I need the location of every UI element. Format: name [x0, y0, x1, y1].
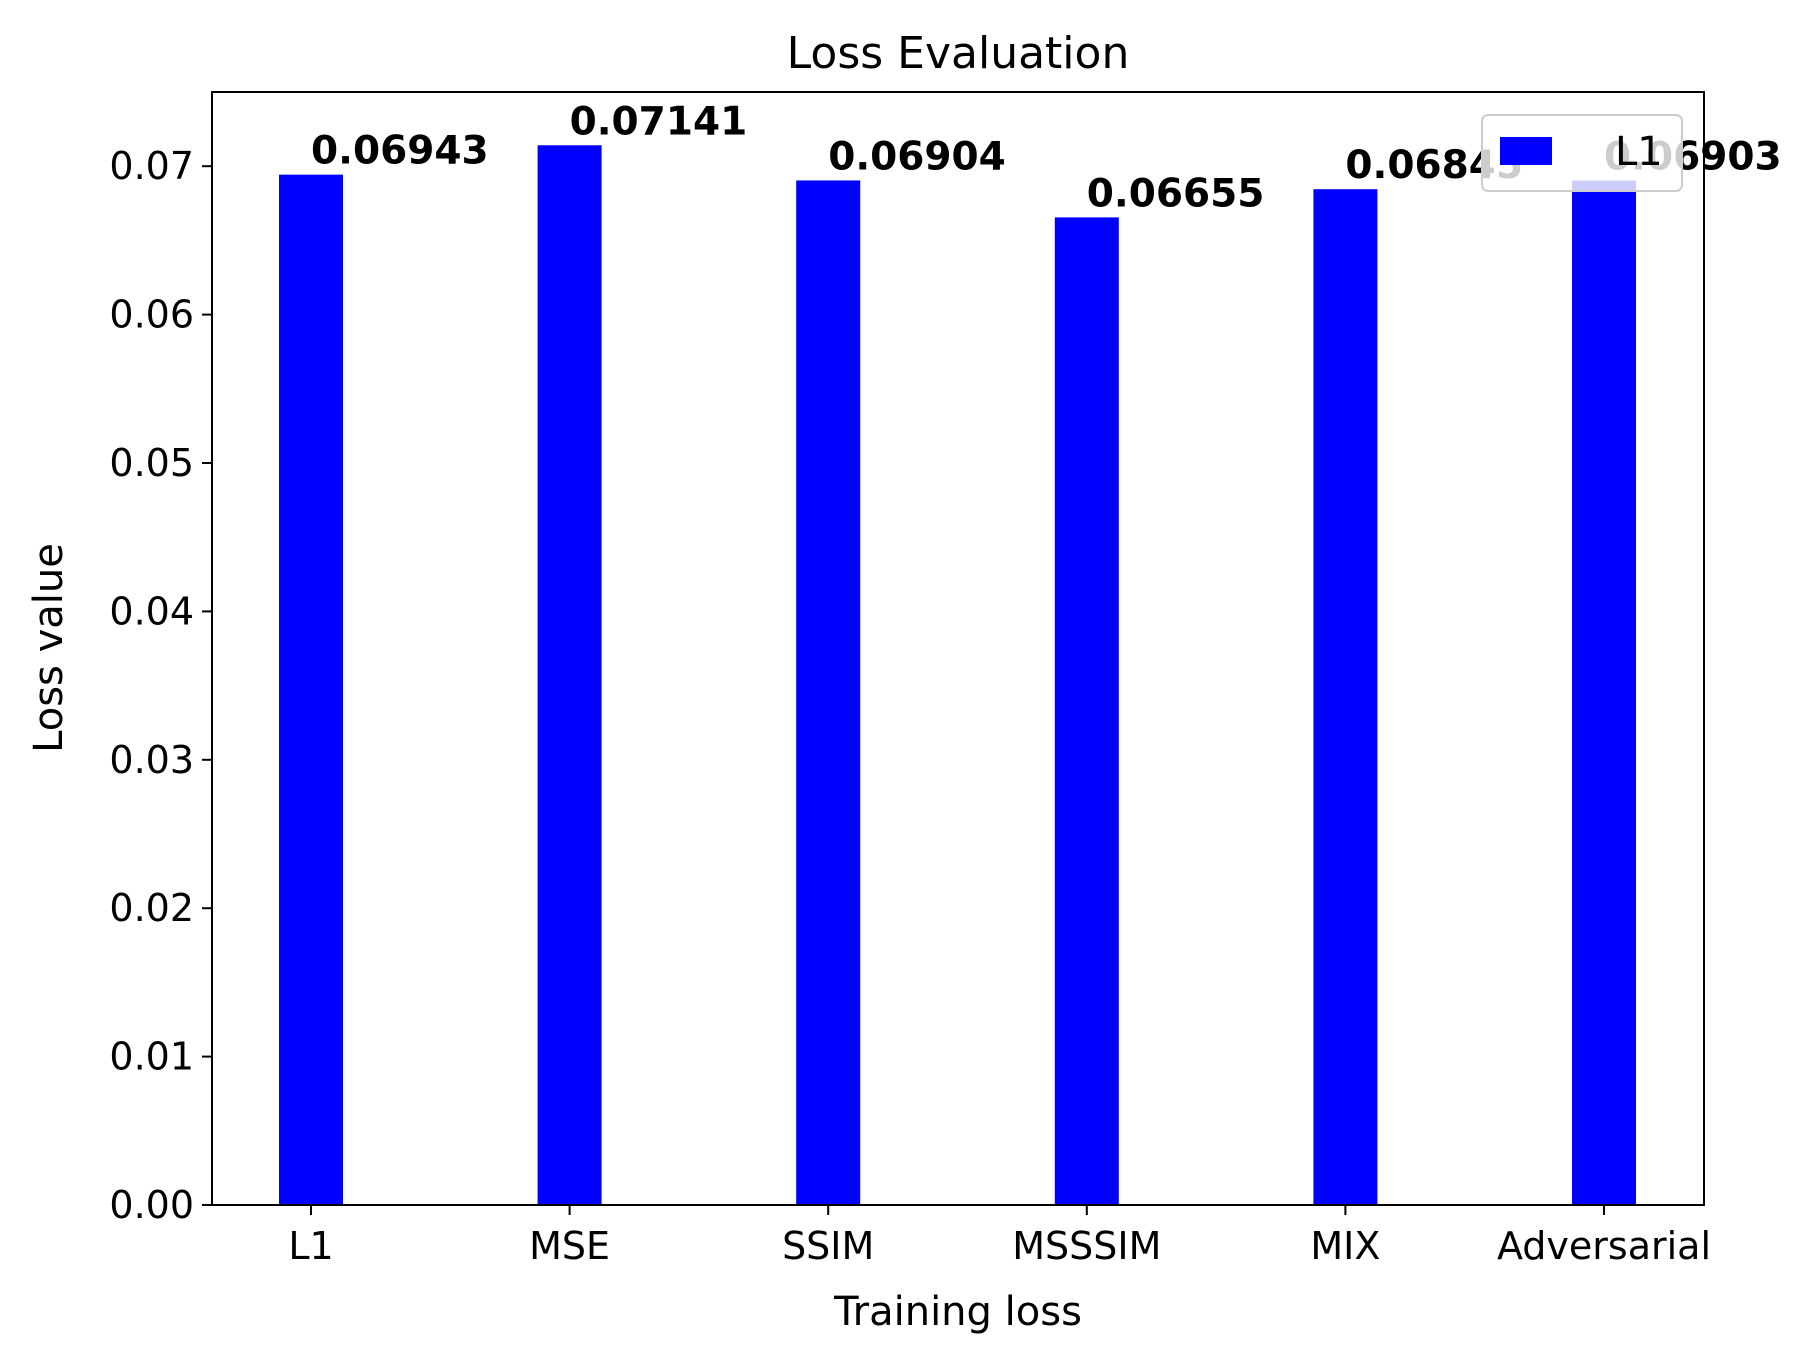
y-axis-label: Loss value	[26, 543, 72, 753]
bar	[1572, 180, 1636, 1205]
x-axis-label: Training loss	[833, 1289, 1082, 1335]
chart-title: Loss Evaluation	[787, 28, 1130, 79]
legend: L1	[1481, 114, 1683, 192]
x-tick-label: SSIM	[782, 1224, 874, 1268]
bar-value-label: 0.06655	[1087, 171, 1265, 216]
bar	[1054, 217, 1119, 1205]
bar-value-label: 0.07141	[570, 99, 748, 144]
x-tick-label: MSSSIM	[1012, 1224, 1161, 1268]
x-tick-label: MIX	[1310, 1224, 1380, 1268]
y-tick-label: 0.04	[109, 589, 194, 633]
x-tick-label: L1	[288, 1224, 333, 1268]
bar	[796, 180, 861, 1205]
y-tick-label: 0.01	[109, 1035, 194, 1079]
legend-label: L1	[1615, 129, 1663, 175]
y-tick-label: 0.05	[109, 441, 194, 485]
y-tick-label: 0.07	[109, 144, 194, 188]
y-tick-label: 0.00	[109, 1183, 194, 1227]
x-axis: L1 MSE SSIM MSSSIM MIX Adversarial	[288, 1205, 1711, 1268]
bar-series	[279, 145, 1636, 1205]
plot-frame	[211, 91, 1705, 1206]
legend-swatch	[1500, 137, 1552, 165]
legend-box	[1481, 114, 1683, 192]
bar-value-label: 0.06943	[311, 129, 489, 174]
bar	[537, 145, 602, 1205]
y-tick-label: 0.06	[109, 293, 194, 337]
bar	[279, 174, 343, 1205]
y-tick-label: 0.03	[109, 738, 194, 782]
x-tick-label: Adversarial	[1497, 1224, 1711, 1268]
y-axis: 0.00 0.01 0.02 0.03 0.04 0.05 0.06 0.07	[109, 144, 212, 1227]
bar	[1313, 189, 1378, 1205]
y-tick-label: 0.02	[109, 886, 194, 930]
bar-value-label: 0.06904	[828, 134, 1006, 179]
x-tick-label: MSE	[529, 1224, 610, 1268]
